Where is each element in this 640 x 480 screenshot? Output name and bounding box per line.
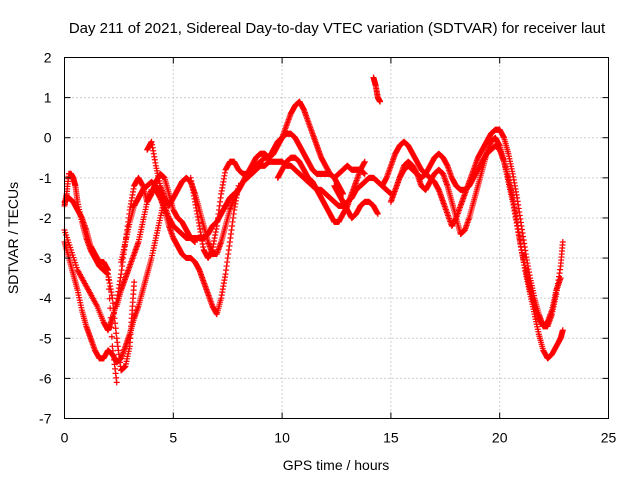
chart-title: Day 211 of 2021, Sidereal Day-to-day VTE… <box>69 20 606 37</box>
series-arc-13 <box>396 134 564 330</box>
x-tick-label: 0 <box>61 430 69 446</box>
data-point <box>113 379 120 386</box>
data-point <box>374 210 381 217</box>
data-point <box>112 320 119 327</box>
y-axis-label: SDTVAR / TECUs <box>5 182 21 294</box>
data-point <box>105 276 112 283</box>
x-tick-label: 15 <box>383 430 399 446</box>
data-point <box>111 310 118 317</box>
y-tick-label: 2 <box>44 50 52 66</box>
data-point <box>557 275 564 282</box>
x-tick-label: 25 <box>601 430 617 446</box>
data-point <box>235 182 242 189</box>
data-point <box>113 330 120 337</box>
plot-frame <box>64 57 609 419</box>
y-tick-label: -5 <box>39 330 52 346</box>
data-points <box>61 74 566 386</box>
series-arc-11 <box>379 126 566 330</box>
series-arc-2 <box>61 194 168 366</box>
x-tick-label: 10 <box>274 430 290 446</box>
data-point <box>112 325 119 332</box>
data-point <box>377 98 384 105</box>
data-point <box>361 158 368 165</box>
x-tick-label: 5 <box>169 430 177 446</box>
data-point <box>109 300 116 307</box>
data-point <box>105 267 112 274</box>
y-tick-label: -4 <box>39 290 52 306</box>
y-tick-label: 0 <box>44 130 52 146</box>
series-arc-14 <box>331 182 381 221</box>
series-arc-9 <box>274 154 368 225</box>
data-point <box>361 170 368 177</box>
series-arc-4 <box>61 194 120 386</box>
data-point <box>106 286 113 293</box>
y-tick-label: -6 <box>39 370 52 386</box>
data-point <box>108 333 115 340</box>
y-tick-label: 1 <box>44 90 52 106</box>
data-point <box>107 314 114 321</box>
y-tick-label: -7 <box>39 411 52 427</box>
data-point <box>131 279 138 286</box>
x-tick-label: 20 <box>492 430 508 446</box>
series-arc-7 <box>113 182 242 318</box>
y-tick-label: -1 <box>39 170 52 186</box>
y-tick-label: -3 <box>39 250 52 266</box>
data-point <box>559 239 566 246</box>
y-tick-label: -2 <box>39 210 52 226</box>
x-axis-label: GPS time / hours <box>283 457 390 473</box>
data-point <box>559 327 566 334</box>
data-point <box>106 295 113 302</box>
series-arc-10 <box>370 74 384 105</box>
axis-ticks: 0 5 10 15 20 25 -7 -6 -5 -4 -3 -2 -1 0 1 2 <box>39 50 616 446</box>
data-point <box>107 305 114 312</box>
grid <box>64 57 609 419</box>
data-point <box>108 324 115 331</box>
